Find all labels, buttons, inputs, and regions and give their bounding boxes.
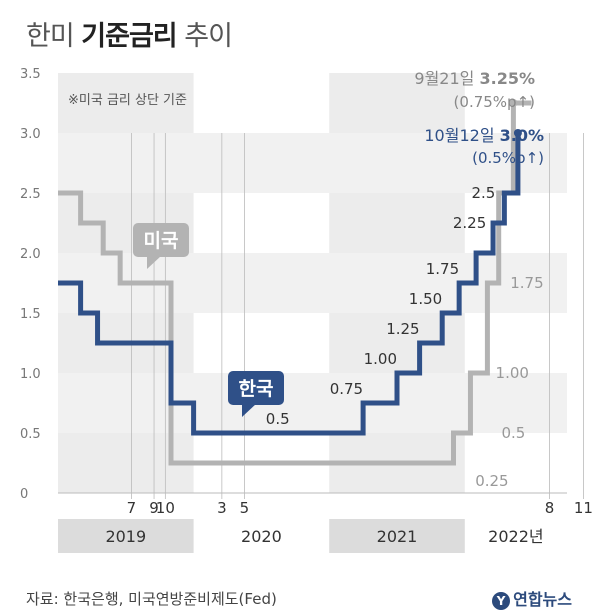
x-tick-label: 7 — [127, 499, 137, 517]
series-lines — [58, 99, 532, 466]
kr-data-label: 0.5 — [266, 410, 290, 428]
us-annotation-value: 3.25% — [479, 69, 535, 88]
us-data-label: 1.75 — [510, 274, 543, 292]
series-line-kr — [58, 133, 521, 436]
us-callout: 미국 — [133, 223, 189, 269]
kr-annotation-line1: 10월12일 3.0% — [424, 126, 544, 145]
us-end-dot — [509, 99, 518, 107]
axes: 0 0.5 1.0 1.5 2.0 2.5 3.0 3.5 2019 2020 2021 2022년 7… — [20, 67, 593, 546]
kr-data-label: 1.25 — [386, 320, 419, 338]
y-tick-label: 3.5 — [20, 67, 41, 82]
x-tick-label: 5 — [240, 499, 250, 517]
kr-annotation-value: 3.0% — [500, 126, 544, 145]
kr-callout-tail — [242, 404, 256, 417]
us-annotation-date: 9월21일 — [414, 69, 479, 88]
agency-logo: Y 연합뉴스 — [492, 586, 572, 610]
kr-callout: 한국 — [228, 371, 284, 417]
us-callout-text: 미국 — [144, 230, 179, 252]
x-tick-label: 11 — [574, 499, 593, 517]
x-tick-label: 8 — [545, 499, 555, 517]
grid-band — [58, 133, 567, 193]
us-callout-tail — [147, 256, 161, 269]
page-title: 한미 기준금리 추이 — [26, 14, 233, 53]
us-annotation-change: (0.75%p↑) — [454, 93, 535, 111]
y-tick-label: 1.5 — [20, 307, 41, 322]
series-line-us — [58, 100, 524, 466]
us-data-label: 2.5 — [471, 184, 495, 202]
us-data-label: 1.00 — [496, 364, 529, 382]
rate-chart: ※미국 금리 상단 기준0.250.51.001.752.50.50.751.0… — [20, 67, 593, 553]
us-callout-box — [133, 223, 189, 257]
us-data-label: 0.25 — [475, 472, 508, 490]
logo-text: 연합뉴스 — [513, 590, 572, 609]
title-suffix: 추이 — [176, 21, 233, 52]
year-label: 2019 — [105, 527, 146, 546]
year-label: 2021 — [377, 527, 418, 546]
kr-data-label: 2.25 — [453, 214, 486, 232]
kr-data-label: 1.75 — [426, 260, 459, 278]
note-text: ※미국 금리 상단 기준 — [68, 93, 187, 108]
data-labels: ※미국 금리 상단 기준0.250.51.001.752.50.50.751.0… — [68, 69, 544, 490]
kr-data-label: 0.75 — [330, 380, 363, 398]
y-tick-label: 2.0 — [20, 247, 41, 262]
kr-annotation-date: 10월12일 — [424, 126, 499, 145]
us-data-label: 0.5 — [501, 424, 525, 442]
x-tick-label: 10 — [156, 499, 175, 517]
kr-data-label: 1.50 — [409, 290, 442, 308]
y-tick-label: 3.0 — [20, 127, 41, 142]
y-tick-label: 1.0 — [20, 367, 41, 382]
source-note: 자료: 한국은행, 미국연방준비제도(Fed) — [26, 590, 277, 608]
year-label-band — [58, 519, 194, 553]
kr-data-label: 1.00 — [364, 350, 397, 368]
y-tick-label: 0 — [20, 487, 28, 502]
y-tick-label: 0.5 — [20, 427, 41, 442]
kr-annotation-change: (0.5%p↑) — [472, 149, 544, 167]
grid-band — [58, 373, 567, 433]
y-tick-label: 2.5 — [20, 187, 41, 202]
title-bold: 기준금리 — [81, 21, 177, 52]
logo-icon: Y — [492, 591, 511, 610]
x-tick-label: 3 — [217, 499, 227, 517]
year-label-band — [329, 519, 465, 553]
kr-callout-box — [228, 371, 284, 405]
title-prefix: 한미 — [26, 21, 82, 52]
x-tick-label: 9 — [149, 499, 159, 517]
kr-end-dot — [513, 129, 522, 137]
year-label: 2020 — [241, 527, 282, 546]
kr-callout-text: 한국 — [239, 378, 274, 400]
us-annotation-line1: 9월21일 3.25% — [414, 69, 535, 88]
year-label: 2022년 — [488, 527, 543, 546]
x-guide-lines — [131, 133, 584, 499]
